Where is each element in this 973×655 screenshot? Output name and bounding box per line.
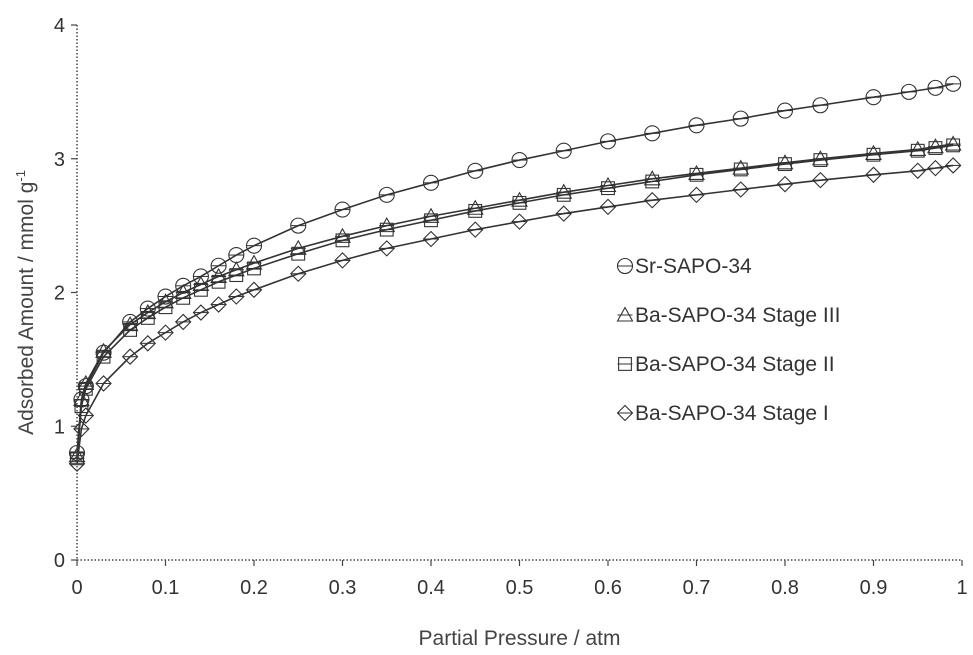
y-axis-title: Adsorbed Amount / mmol g-1 (13, 170, 38, 435)
legend-label: Ba-SAPO-34 Stage III (635, 304, 840, 327)
data-point (776, 154, 794, 170)
y-tick-label: 3 (54, 149, 65, 171)
y-tick-label: 4 (54, 15, 65, 37)
series-square (69, 138, 961, 466)
legend-marker (616, 404, 634, 422)
data-point (422, 230, 440, 248)
x-axis-title: Partial Pressure / atm (419, 627, 621, 650)
data-point (732, 159, 750, 175)
data-point (289, 265, 307, 283)
legend-entry: Ba-SAPO-34 Stage II (617, 353, 835, 376)
data-point (422, 207, 440, 223)
data-point (378, 216, 396, 233)
data-point (68, 455, 86, 472)
data-point (192, 304, 210, 321)
legend-entry: Sr-SAPO-34 (616, 255, 752, 278)
data-point (139, 335, 157, 352)
x-tick-label: 0.5 (506, 577, 534, 599)
legend-entry: Ba-SAPO-34 Stage III (616, 304, 840, 327)
data-point (334, 252, 351, 269)
data-point (511, 213, 528, 230)
legend-label: Ba-SAPO-34 Stage I (635, 402, 829, 425)
data-point (865, 144, 882, 160)
data-point (732, 181, 750, 198)
data-point (865, 166, 882, 184)
y-tick-label: 2 (54, 283, 65, 305)
data-point (812, 171, 829, 189)
legend-label: Ba-SAPO-34 Stage II (635, 353, 835, 376)
data-point (688, 164, 705, 181)
data-point (909, 140, 927, 156)
data-point (228, 288, 245, 305)
y-tick-label: 0 (54, 550, 65, 572)
data-point (378, 240, 396, 257)
data-point (643, 170, 661, 186)
x-tick-label: 0.4 (417, 577, 445, 599)
data-point (944, 135, 962, 151)
plot-area (68, 75, 962, 472)
axes: 0 0.1 0.2 0.3 0.4 0.5 0.6 0.7 0.8 0.9 1 0 1 2 3 4 (54, 15, 968, 599)
data-point (927, 138, 944, 154)
data-point (599, 198, 617, 216)
data-point (776, 175, 794, 193)
x-tick-label: 0.2 (240, 577, 268, 599)
legend-entry: Ba-SAPO-34 Stage I (616, 402, 829, 425)
data-point (157, 324, 174, 341)
x-tick-label: 0.8 (771, 577, 799, 599)
y-tick-label: 1 (54, 416, 65, 438)
data-point (511, 191, 528, 207)
data-point (77, 407, 95, 424)
x-tick-label: 0.3 (329, 577, 357, 599)
legend: Sr-SAPO-34 Ba-SAPO-34 Stage III Ba-SAPO-34… (616, 255, 840, 425)
data-point (555, 205, 573, 222)
data-point (121, 348, 139, 365)
legend-marker (616, 306, 634, 322)
series-line (76, 83, 954, 454)
x-tick-label: 0.7 (683, 577, 711, 599)
data-point (909, 162, 927, 180)
data-point (811, 150, 829, 166)
data-point (245, 281, 263, 299)
data-point (599, 176, 617, 193)
series-diamond (68, 157, 962, 472)
data-point (643, 191, 661, 209)
data-point (927, 159, 944, 177)
x-tick-label: 0.9 (860, 577, 888, 599)
y-axis-title-text: Adsorbed Amount / mmol g (15, 182, 38, 435)
x-tick-label: 0.1 (152, 577, 180, 599)
x-tick-label: 0 (71, 577, 82, 599)
data-point (334, 227, 351, 243)
data-point (210, 296, 227, 313)
data-point (95, 375, 112, 392)
data-point (466, 221, 484, 238)
x-tick-label: 0.6 (594, 577, 622, 599)
data-point (466, 199, 484, 215)
data-point (174, 313, 192, 331)
legend-label: Sr-SAPO-34 (635, 255, 752, 278)
data-point (555, 183, 573, 199)
data-point (944, 157, 962, 174)
data-point (688, 186, 705, 204)
x-tick-label: 1 (956, 577, 967, 599)
y-axis-title-superscript: -1 (13, 170, 28, 182)
